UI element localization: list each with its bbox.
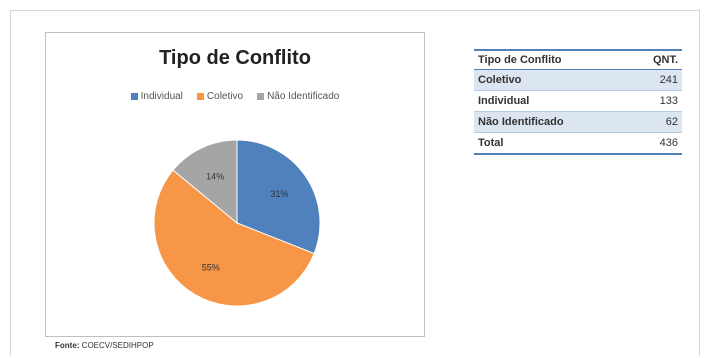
table-cell-label: Coletivo bbox=[474, 69, 628, 91]
table-row: Não Identificado 62 bbox=[474, 111, 682, 133]
pie-slice-nao-identificado bbox=[172, 139, 238, 225]
legend-swatch-individual bbox=[130, 93, 138, 100]
legend-swatch-nao-identificado bbox=[257, 93, 265, 100]
legend-swatch-coletivo bbox=[196, 93, 204, 100]
table-cell-label: Individual bbox=[474, 90, 628, 112]
legend-label-individual: Individual bbox=[140, 91, 183, 102]
page-frame bbox=[10, 10, 700, 356]
source-label: Fonte: bbox=[55, 341, 80, 350]
table-cell-label: Não Identificado bbox=[474, 111, 628, 133]
table-cell-label: Total bbox=[474, 132, 628, 155]
pie-plot-area: 31% 55% 14% bbox=[153, 139, 321, 307]
table-header-type: Tipo de Conflito bbox=[474, 49, 628, 70]
legend-item-coletivo: Coletivo bbox=[196, 91, 244, 102]
table-row: Coletivo 241 bbox=[474, 69, 682, 91]
conflict-table: Tipo de Conflito QNT. Coletivo 241 Indiv… bbox=[474, 49, 682, 155]
pie-label-nao-identificado: 14% bbox=[206, 171, 224, 181]
table-header-qnt: QNT. bbox=[627, 49, 682, 70]
pie-slice-coletivo bbox=[153, 169, 315, 307]
pie-slice-individual bbox=[236, 139, 321, 255]
chart-legend: Individual Coletivo Não Identificado bbox=[46, 91, 424, 102]
legend-label-coletivo: Coletivo bbox=[206, 91, 244, 102]
table-row: Individual 133 bbox=[474, 90, 682, 112]
source-text: COECV/SEDIHPOP bbox=[81, 341, 154, 350]
table-header-row: Tipo de Conflito QNT. bbox=[474, 49, 682, 70]
table-cell-value: 133 bbox=[627, 90, 682, 112]
legend-item-individual: Individual bbox=[130, 91, 183, 102]
legend-label-nao-identificado: Não Identificado bbox=[267, 91, 340, 102]
pie-label-individual: 31% bbox=[271, 189, 289, 199]
legend-item-nao-identificado: Não Identificado bbox=[257, 91, 339, 102]
chart-title: Tipo de Conflito bbox=[159, 47, 311, 69]
table-cell-value: 241 bbox=[627, 69, 682, 91]
table-cell-value: 62 bbox=[627, 111, 682, 133]
source-note: Fonte: COECV/SEDIHPOP bbox=[55, 341, 154, 350]
table-row-total: Total 436 bbox=[474, 132, 682, 155]
table-cell-value: 436 bbox=[627, 132, 682, 155]
pie-chart: Tipo de Conflito Individual Coletivo Não… bbox=[45, 32, 425, 337]
pie-label-coletivo: 55% bbox=[202, 262, 220, 272]
